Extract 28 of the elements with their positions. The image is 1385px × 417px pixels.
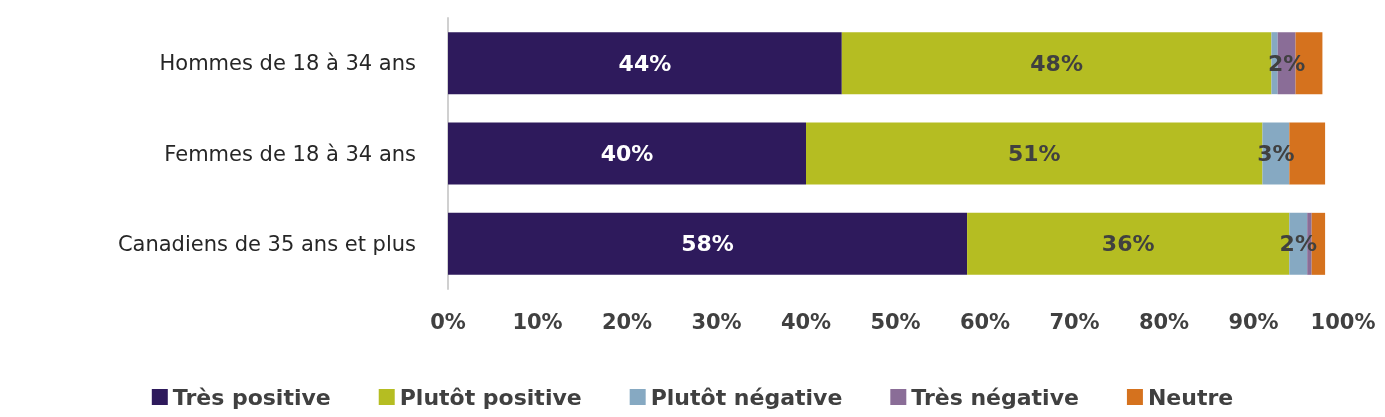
data-label: 40%	[600, 141, 654, 166]
legend-label: Plutôt positive	[399, 384, 582, 410]
legend-label: Très positive	[172, 384, 331, 410]
data-label: 58%	[681, 231, 734, 257]
bar	[448, 32, 842, 95]
y-tick-label: Femmes de 18 à 34 ans	[164, 141, 416, 166]
x-tick-label: 80%	[1138, 309, 1190, 334]
x-tick-label: 100%	[1310, 309, 1376, 334]
y-tick-label: Canadiens de 35 ans et plus	[117, 231, 416, 256]
x-tick-label: 20%	[601, 309, 653, 334]
data-label: 48%	[1030, 50, 1083, 76]
legend-label: Neutre	[1147, 384, 1234, 410]
data-label: 51%	[1007, 141, 1061, 166]
x-tick-label: 10%	[512, 309, 563, 334]
x-tick-label: 30%	[691, 309, 742, 334]
y-tick-label: Hommes de 18 à 34 ans	[159, 51, 416, 76]
data-label: 36%	[1101, 231, 1155, 257]
x-tick-label: 0%	[430, 309, 466, 334]
x-tick-label: 70%	[1049, 309, 1100, 334]
legend-label: Très négative	[911, 384, 1079, 410]
bar	[448, 122, 806, 185]
x-tick-label: 40%	[780, 309, 832, 334]
bar	[448, 212, 968, 275]
x-tick-label: 60%	[959, 309, 1011, 334]
legend-label: Plutôt négative	[650, 384, 843, 410]
x-tick-label: 90%	[1228, 309, 1279, 334]
data-label: 44%	[618, 50, 672, 76]
x-tick-label: 50%	[870, 309, 921, 334]
